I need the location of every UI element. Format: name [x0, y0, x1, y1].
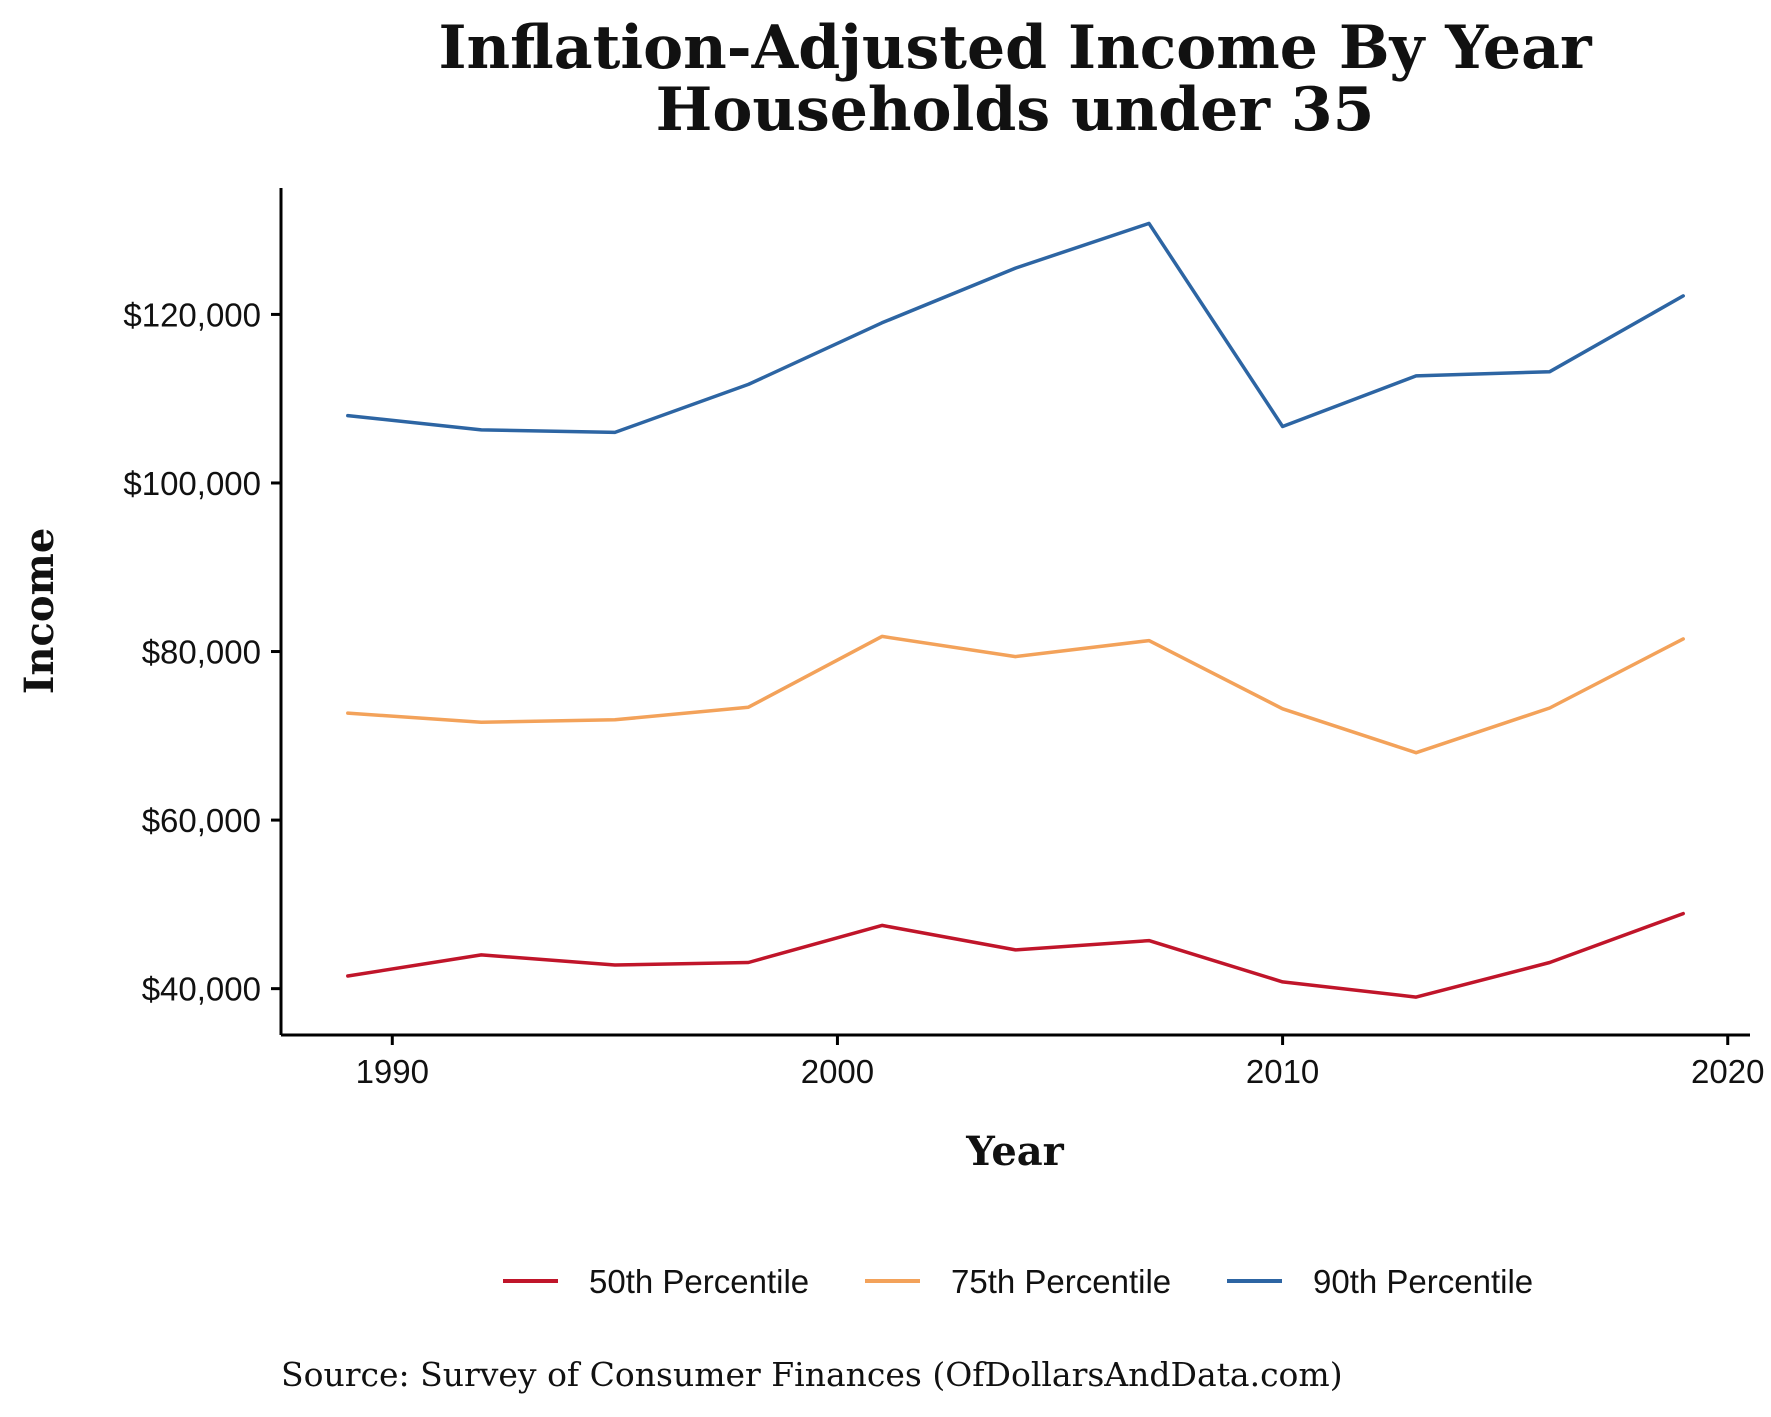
legend-label-90th-percentile: 90th Percentile: [1313, 1263, 1533, 1300]
y-axis-title: Income: [16, 528, 63, 695]
series-line-90th-percentile: [346, 221, 1685, 435]
y-tick-label: $40,000: [142, 971, 261, 1008]
x-axis-title: Year: [965, 1128, 1064, 1175]
chart-title: Inflation-Adjusted Income By Year: [438, 13, 1593, 83]
x-tick-label: 1990: [356, 1053, 429, 1090]
x-tick-label: 2000: [801, 1053, 874, 1090]
x-tick-label: 2020: [1691, 1053, 1764, 1090]
series-line-50th-percentile: [346, 911, 1685, 999]
series-line-75th-percentile: [346, 634, 1685, 755]
plot-area: $40,000 $60,000 $80,000 $100,000 $120,000 19…: [123, 188, 1764, 1090]
y-axis-ticks: $40,000 $60,000 $80,000 $100,000 $120,000: [123, 296, 281, 1008]
y-tick-label: $120,000: [123, 296, 261, 333]
chart-subtitle: Households under 35: [656, 75, 1375, 145]
y-tick-label: $80,000: [142, 634, 261, 671]
y-tick-label: $60,000: [142, 802, 261, 839]
x-tick-label: 2010: [1246, 1053, 1319, 1090]
x-axis-ticks: 1990 2000 2010 2020: [356, 1035, 1764, 1090]
source-note: Source: Survey of Consumer Finances (OfD…: [281, 1355, 1343, 1394]
series-lines: [346, 221, 1685, 999]
legend-label-75th-percentile: 75th Percentile: [951, 1263, 1171, 1300]
y-tick-label: $100,000: [123, 465, 261, 502]
legend-label-50th-percentile: 50th Percentile: [589, 1263, 809, 1300]
legend: 50th Percentile 75th Percentile 90th Perce…: [503, 1263, 1533, 1300]
